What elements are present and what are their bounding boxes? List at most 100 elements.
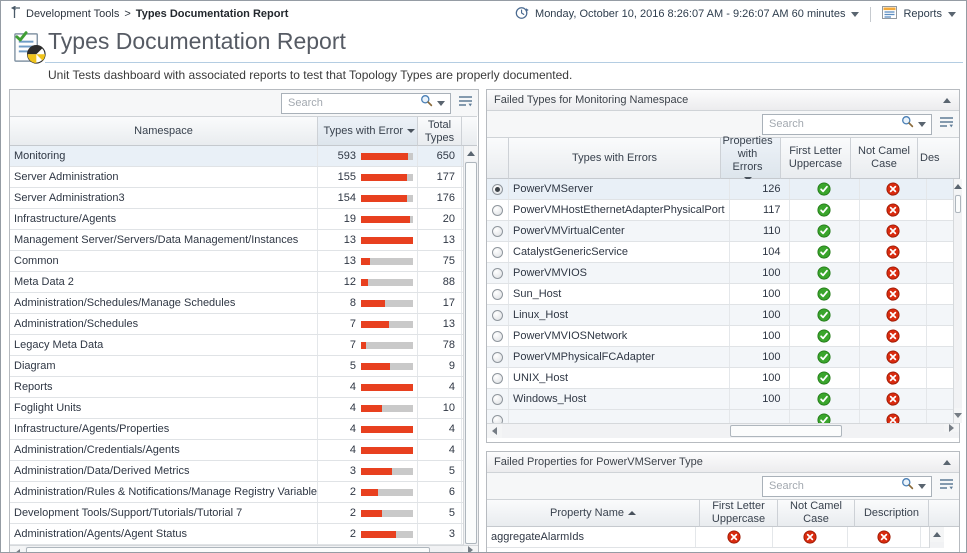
col-header-first-letter-uppercase[interactable]: First Letter Uppercase [781,137,851,179]
scroll-right-button[interactable] [944,424,959,432]
scroll-right-button[interactable] [463,546,478,552]
total-types-cell: 4 [418,377,462,397]
namespace-row[interactable]: Development Tools/Support/Tutorials/Tuto… [10,503,463,524]
total-types-cell: 13 [418,230,462,250]
row-radio-button[interactable] [492,372,503,384]
col-header-first-letter-uppercase[interactable]: First Letter Uppercase [700,499,778,527]
failed-properties-vertical-scrollbar[interactable] [929,527,944,548]
namespace-row[interactable]: Diagram 5 9 [10,356,463,377]
namespace-row[interactable]: Common 13 75 [10,251,463,272]
col-header-description-truncated[interactable]: Des [918,137,944,179]
failed-types-search-input[interactable] [769,118,897,130]
customizer-icon[interactable] [939,115,954,133]
total-types-cell: 10 [418,398,462,418]
breadcrumb-root[interactable]: Development Tools [26,8,120,20]
namespace-row[interactable]: Administration/Schedules/Manage Schedule… [10,293,463,314]
row-radio-button[interactable] [492,393,503,405]
row-radio-button[interactable] [492,204,503,216]
namespaces-horizontal-scrollbar[interactable] [10,545,478,552]
row-radio-button[interactable] [492,414,503,423]
scrollbar-thumb[interactable] [954,195,961,213]
collapse-panel-icon[interactable] [943,459,951,465]
col-header-properties-with-errors[interactable]: Properties with Errors [721,135,781,181]
namespace-cell: Administration/Credentials/Agents [10,440,318,460]
collapse-panel-icon[interactable] [943,97,951,103]
scroll-left-button[interactable] [487,424,502,438]
failed-type-row[interactable]: PowerVMServer 126 [487,179,953,200]
row-radio-button[interactable] [492,351,503,363]
failed-type-row[interactable]: PowerVMPhysicalFCAdapter 100 [487,347,953,368]
namespaces-vertical-scrollbar[interactable] [463,146,478,545]
history-icon[interactable] [9,5,21,22]
failed-property-row[interactable]: aggregateAlarmIds [487,527,929,548]
customizer-icon[interactable] [458,94,473,112]
scroll-up-button[interactable] [464,146,478,161]
row-radio-button[interactable] [492,183,503,195]
fail-icon [727,530,741,544]
type-name-cell: PowerVMVIOS [509,263,730,283]
failed-type-row[interactable] [487,410,953,423]
row-radio-button[interactable] [492,288,503,300]
namespaces-search-input[interactable] [288,97,416,109]
col-header-property-name[interactable]: Property Name [487,499,700,527]
namespace-row[interactable]: Monitoring 593 650 [10,146,463,167]
scrollbar-thumb[interactable] [465,162,477,544]
col-header-types-with-errors[interactable]: Types with Errors [509,137,721,179]
row-radio-button[interactable] [492,225,503,237]
col-header-types-with-error[interactable]: Types with Error [318,116,418,146]
namespace-row[interactable]: Reports 4 4 [10,377,463,398]
col-header-not-camel-case[interactable]: Not Camel Case [851,137,918,179]
row-radio-button[interactable] [492,309,503,321]
search-options-caret-icon[interactable] [918,483,926,489]
failed-type-row[interactable]: Windows_Host 100 [487,389,953,410]
failed-type-row[interactable]: Linux_Host 100 [487,305,953,326]
namespace-row[interactable]: Management Server/Servers/Data Managemen… [10,230,463,251]
search-options-caret-icon[interactable] [437,100,445,106]
failed-properties-search-input[interactable] [769,480,897,492]
row-radio-button[interactable] [492,330,503,342]
namespace-row[interactable]: Meta Data 2 12 88 [10,272,463,293]
failed-type-row[interactable]: PowerVMVIOS 100 [487,263,953,284]
row-radio-button[interactable] [492,267,503,279]
search-options-caret-icon[interactable] [918,121,926,127]
row-radio-button[interactable] [492,246,503,258]
col-header-namespace[interactable]: Namespace [10,116,318,146]
namespace-row[interactable]: Infrastructure/Agents 19 20 [10,209,463,230]
total-types-cell: 5 [418,503,462,523]
failed-type-row[interactable]: PowerVMVirtualCenter 110 [487,221,953,242]
time-range-selector[interactable]: Monday, October 10, 2016 8:26:07 AM - 9:… [515,6,860,23]
failed-type-row[interactable]: PowerVMHostEthernetAdapterPhysicalPort 11… [487,200,953,221]
failed-type-row[interactable]: PowerVMVIOSNetwork 100 [487,326,953,347]
failed-type-row[interactable]: Sun_Host 100 [487,284,953,305]
namespace-row[interactable]: Administration/Credentials/Agents 4 4 [10,440,463,461]
col-header-not-camel-case[interactable]: Not Camel Case [778,499,855,527]
failed-type-row[interactable]: UNIX_Host 100 [487,368,953,389]
scrollbar-thumb[interactable] [26,547,430,552]
namespace-row[interactable]: Server Administration3 154 176 [10,188,463,209]
namespace-row[interactable]: Foglight Units 4 10 [10,398,463,419]
namespace-row[interactable]: Administration/Schedules 7 13 [10,314,463,335]
scroll-left-button[interactable] [10,546,25,552]
namespace-row[interactable]: Administration/Data/Derived Metrics 3 5 [10,461,463,482]
col-header-total-types[interactable]: Total Types [418,116,462,146]
namespace-row[interactable]: Administration/Rules & Notifications/Man… [10,482,463,503]
col-header-description[interactable]: Description [855,499,929,527]
row-select-cell [487,284,509,304]
namespace-row[interactable]: Infrastructure/Agents/Properties 4 4 [10,419,463,440]
types-with-error-cell: 12 [318,272,418,292]
scrollbar-thumb[interactable] [730,425,842,437]
namespace-row[interactable]: Legacy Meta Data 7 78 [10,335,463,356]
failed-type-row[interactable]: CatalystGenericService 104 [487,242,953,263]
namespace-row[interactable]: Administration/Agents/Agent Status 2 3 [10,524,463,545]
scroll-up-button[interactable] [953,179,962,194]
customizer-icon[interactable] [939,477,954,495]
namespace-row[interactable]: Server Administration 155 177 [10,167,463,188]
time-range-icon [515,6,529,23]
failed-types-vertical-scrollbar[interactable] [952,179,962,423]
scroll-up-button[interactable] [930,527,944,542]
failed-types-horizontal-scrollbar[interactable] [487,423,959,438]
reports-menu[interactable]: Reports [882,6,956,22]
error-count: 12 [343,276,356,288]
scroll-down-button[interactable] [953,408,962,423]
not-camel-case-cell [860,179,927,199]
